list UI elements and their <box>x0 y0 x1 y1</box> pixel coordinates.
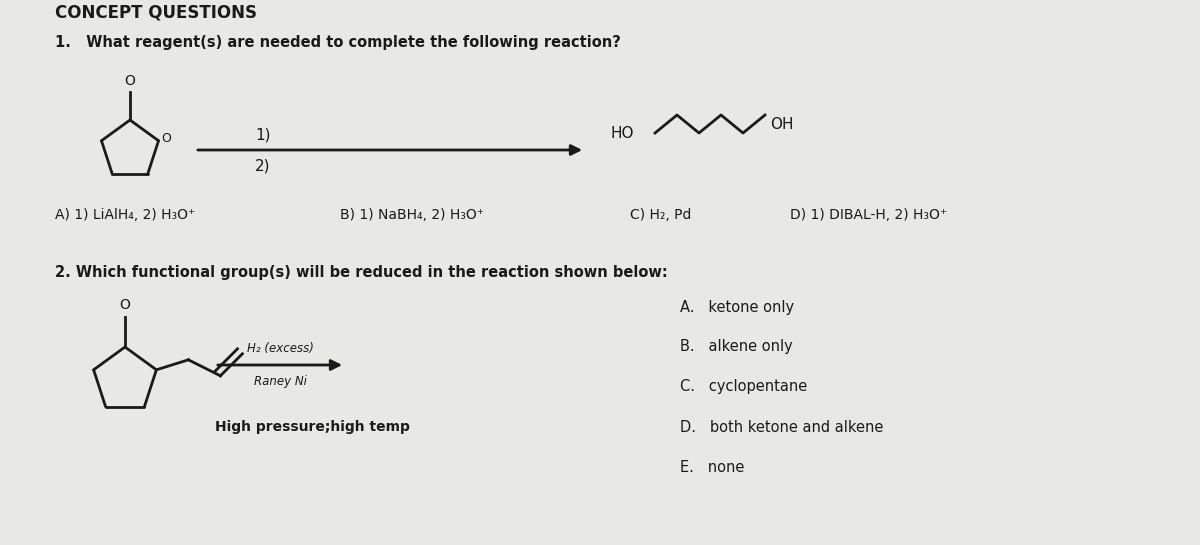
Text: B) 1) NaBH₄, 2) H₃O⁺: B) 1) NaBH₄, 2) H₃O⁺ <box>340 208 484 222</box>
Text: 2): 2) <box>254 158 270 173</box>
Text: E.   none: E. none <box>680 459 744 475</box>
Text: High pressure;high temp: High pressure;high temp <box>215 420 410 434</box>
Text: O: O <box>125 74 136 88</box>
Text: D) 1) DIBAL-H, 2) H₃O⁺: D) 1) DIBAL-H, 2) H₃O⁺ <box>790 208 947 222</box>
Text: HO: HO <box>610 125 634 141</box>
Text: C) H₂, Pd: C) H₂, Pd <box>630 208 691 222</box>
Text: B.   alkene only: B. alkene only <box>680 340 793 354</box>
Text: C.   cyclopentane: C. cyclopentane <box>680 379 808 395</box>
Text: O: O <box>120 298 131 312</box>
Text: 2. Which functional group(s) will be reduced in the reaction shown below:: 2. Which functional group(s) will be red… <box>55 265 667 281</box>
Text: A.   ketone only: A. ketone only <box>680 300 794 314</box>
Text: 1.   What reagent(s) are needed to complete the following reaction?: 1. What reagent(s) are needed to complet… <box>55 35 620 50</box>
Text: 1): 1) <box>254 127 270 142</box>
Text: OH: OH <box>770 117 793 131</box>
Text: O: O <box>162 132 172 145</box>
Text: A) 1) LiAlH₄, 2) H₃O⁺: A) 1) LiAlH₄, 2) H₃O⁺ <box>55 208 196 222</box>
Text: H₂ (excess): H₂ (excess) <box>246 342 313 355</box>
Text: CONCEPT QUESTIONS: CONCEPT QUESTIONS <box>55 3 257 21</box>
Text: D.   both ketone and alkene: D. both ketone and alkene <box>680 420 883 434</box>
Text: Raney Ni: Raney Ni <box>253 375 306 388</box>
